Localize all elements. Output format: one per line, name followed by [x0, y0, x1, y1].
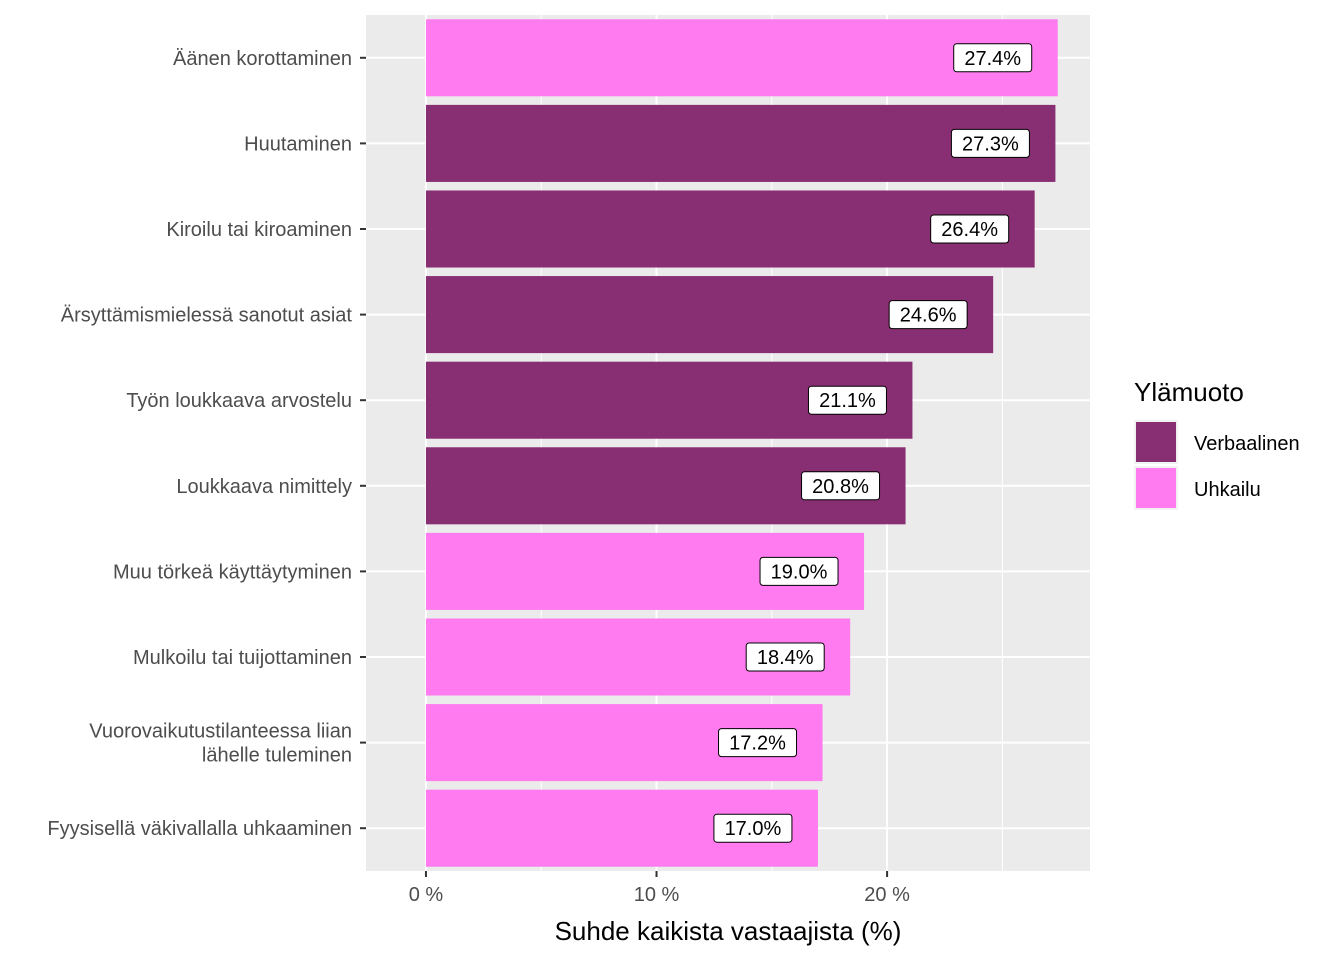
data-label-value: 20.8%: [812, 476, 869, 498]
category-label: Vuorovaikutustilanteessa liian: [89, 721, 352, 743]
y-axis: Äänen korottaminen Huutaminen Kiroilu tai …: [47, 48, 366, 840]
legend-label: Uhkailu: [1194, 479, 1261, 501]
data-label-box: [718, 728, 798, 758]
data-label-box: [950, 128, 1030, 158]
bar: [425, 104, 1056, 182]
data-label: 24.6%: [888, 300, 968, 330]
data-label-box: [930, 214, 1010, 244]
category-label: Mulkoilu tai tuijottaminen: [133, 647, 352, 669]
data-label-value: 24.6%: [900, 305, 957, 327]
data-label: 21.1%: [807, 385, 887, 415]
data-label-box: [713, 813, 793, 843]
data-label: 17.0%: [713, 813, 793, 843]
data-label: 18.4%: [745, 642, 825, 672]
category-label: Kiroilu tai kiroaminen: [166, 219, 352, 241]
data-label: 27.4%: [953, 43, 1033, 73]
data-label: 26.4%: [930, 214, 1010, 244]
data-label-box: [953, 43, 1033, 73]
legend-label: Verbaalinen: [1194, 433, 1300, 455]
legend-swatch: [1136, 422, 1176, 462]
legend-title: Ylämuoto: [1134, 377, 1244, 407]
data-label: 17.2%: [718, 728, 798, 758]
legend: Ylämuoto Verbaalinen Uhkailu: [1134, 377, 1300, 510]
category-label: Huutaminen: [244, 133, 352, 155]
data-label-box: [807, 385, 887, 415]
x-tick-label: 20 %: [864, 884, 910, 906]
data-label-box: [745, 642, 825, 672]
data-label: 19.0%: [759, 556, 839, 586]
category-label: lähelle tuleminen: [202, 745, 352, 767]
data-label-box: [759, 556, 839, 586]
x-axis: 0 % 10 % 20 %: [409, 871, 910, 906]
category-label: Ärsyttämismielessä sanotut asiat: [61, 305, 353, 327]
data-label-value: 18.4%: [757, 647, 814, 669]
category-label: Loukkaava nimittely: [176, 476, 352, 498]
data-label: 20.8%: [801, 471, 881, 501]
x-axis-title: Suhde kaikista vastaajista (%): [555, 916, 902, 946]
data-label-value: 17.2%: [729, 733, 786, 755]
data-label-value: 27.4%: [964, 48, 1021, 70]
data-label-box: [888, 300, 968, 330]
bar: [425, 19, 1058, 97]
x-tick-label: 10 %: [634, 884, 680, 906]
category-label: Fyysisellä väkivallalla uhkaaminen: [47, 818, 352, 840]
data-label-value: 19.0%: [771, 561, 828, 583]
x-tick-label: 0 %: [409, 884, 444, 906]
data-label: 27.3%: [950, 128, 1030, 158]
category-label: Muu törkeä käyttäytyminen: [113, 561, 352, 583]
data-label-value: 21.1%: [819, 390, 876, 412]
category-label: Äänen korottaminen: [173, 48, 352, 70]
data-label-value: 26.4%: [941, 219, 998, 241]
category-label: Työn loukkaava arvostelu: [126, 390, 352, 412]
data-label-value: 17.0%: [725, 818, 782, 840]
data-labels: 27.4% 27.3% 26.4% 24.6% 21.1% 20.8% 19.0% 18.4%…: [713, 43, 1033, 843]
legend-swatch: [1136, 468, 1176, 508]
data-label-box: [801, 471, 881, 501]
data-label-value: 27.3%: [962, 133, 1019, 155]
